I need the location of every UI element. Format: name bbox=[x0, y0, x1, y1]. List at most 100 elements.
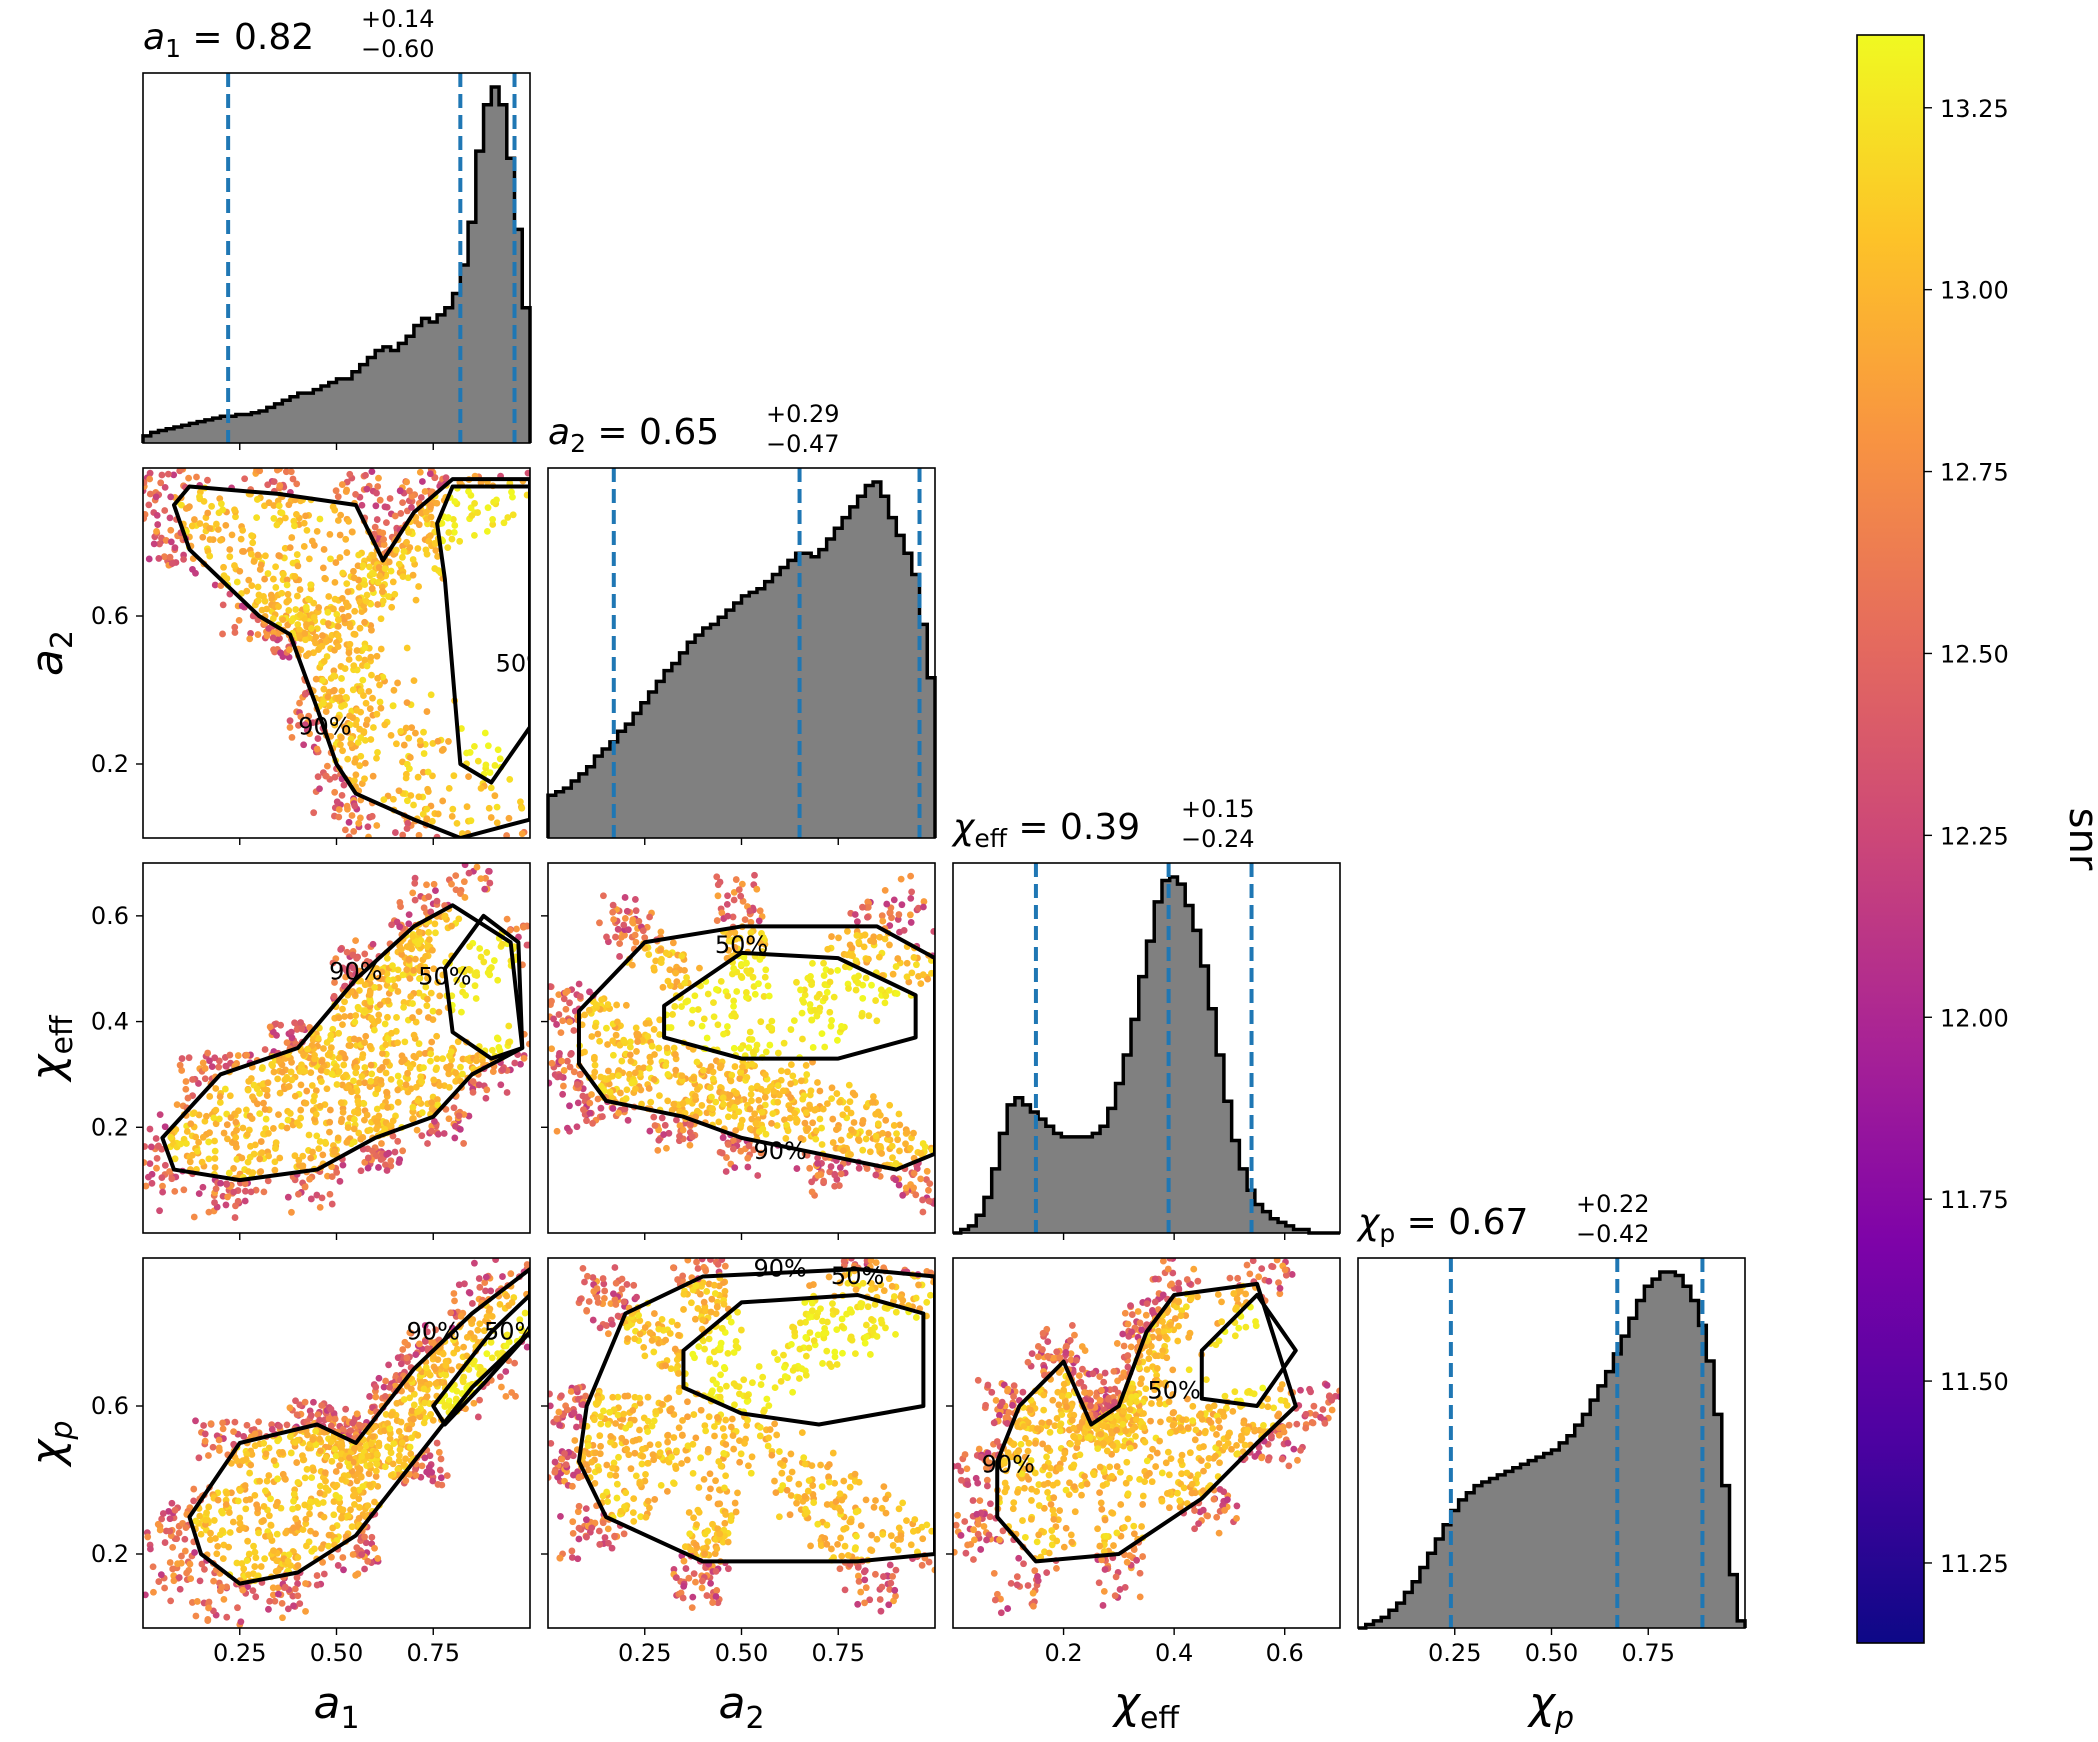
scatter-point bbox=[330, 605, 337, 613]
scatter-point bbox=[288, 1208, 295, 1216]
scatter-point bbox=[645, 1085, 653, 1092]
scatter-point bbox=[696, 964, 703, 972]
scatter-point bbox=[196, 493, 203, 501]
scatter-point bbox=[252, 1593, 260, 1601]
scatter-point bbox=[304, 595, 312, 603]
scatter-point bbox=[347, 740, 355, 748]
scatter-point bbox=[367, 998, 374, 1006]
scatter-point bbox=[310, 809, 318, 817]
scatter-point bbox=[731, 1063, 739, 1070]
scatter-point bbox=[391, 982, 399, 990]
scatter-point bbox=[365, 1470, 373, 1478]
scatter-point bbox=[350, 567, 357, 575]
scatter-point bbox=[300, 543, 308, 550]
scatter-point bbox=[204, 476, 211, 484]
scatter-point bbox=[451, 498, 459, 505]
scatter-point bbox=[440, 1130, 448, 1137]
scatter-point bbox=[806, 1164, 814, 1172]
scatter-point bbox=[265, 1605, 272, 1613]
scatter-point bbox=[375, 1439, 383, 1447]
scatter-point bbox=[651, 1051, 658, 1058]
scatter-point bbox=[188, 522, 196, 530]
scatter-point bbox=[334, 616, 342, 623]
scatter-point bbox=[278, 1122, 286, 1130]
scatter-point bbox=[288, 1034, 296, 1042]
scatter-point bbox=[361, 644, 369, 652]
scatter-point bbox=[814, 1154, 822, 1162]
scatter-point bbox=[309, 1436, 317, 1443]
scatter-point bbox=[209, 1443, 217, 1451]
scatter-point bbox=[254, 1505, 262, 1513]
scatter-point bbox=[370, 724, 377, 731]
scatter-point bbox=[482, 1273, 490, 1281]
scatter-point bbox=[391, 829, 399, 836]
scatter-point bbox=[852, 986, 860, 994]
scatter-point bbox=[431, 474, 439, 481]
scatter-point bbox=[818, 1124, 825, 1132]
scatter-point bbox=[148, 1179, 156, 1187]
scatter-point bbox=[389, 962, 396, 970]
scatter-point bbox=[237, 535, 245, 543]
scatter-point bbox=[432, 540, 439, 548]
scatter-point bbox=[688, 1133, 696, 1141]
scatter-point bbox=[483, 1313, 491, 1321]
scatter-point bbox=[629, 919, 637, 927]
scatter-point bbox=[615, 1109, 622, 1117]
scatter-point bbox=[396, 1079, 404, 1086]
scatter-point bbox=[310, 613, 318, 621]
scatter-point bbox=[380, 796, 388, 804]
scatter-point bbox=[407, 993, 415, 1000]
scatter-point bbox=[274, 1584, 282, 1592]
scatter-point bbox=[247, 1188, 255, 1196]
scatter-point bbox=[418, 1078, 426, 1086]
scatter-point bbox=[391, 1148, 399, 1156]
scatter-point bbox=[389, 1117, 397, 1125]
scatter-point bbox=[303, 1087, 311, 1095]
scatter-point bbox=[889, 970, 897, 978]
scatter-point bbox=[350, 1116, 358, 1123]
scatter-point bbox=[657, 959, 665, 966]
scatter-point bbox=[181, 1547, 189, 1555]
scatter-point bbox=[693, 1058, 701, 1066]
scatter-point bbox=[893, 1130, 900, 1137]
scatter-point bbox=[368, 626, 375, 634]
scatter-point bbox=[256, 468, 264, 475]
scatter-point bbox=[199, 1059, 207, 1067]
scatter-point bbox=[363, 958, 371, 965]
scatter-point bbox=[655, 1136, 663, 1144]
scatter-point bbox=[908, 969, 916, 977]
scatter-point bbox=[381, 1427, 388, 1435]
scatter-point bbox=[196, 1512, 204, 1520]
scatter-point bbox=[397, 945, 405, 953]
scatter-point bbox=[319, 1499, 327, 1506]
scatter-point bbox=[746, 935, 754, 943]
scatter-point bbox=[471, 982, 479, 990]
scatter-point bbox=[366, 705, 374, 713]
scatter-point bbox=[171, 1155, 179, 1163]
scatter-point bbox=[395, 1428, 403, 1435]
scatter-point bbox=[374, 483, 382, 490]
scatter-point bbox=[632, 907, 640, 915]
scatter-point bbox=[363, 1111, 371, 1119]
scatter-point bbox=[792, 1115, 800, 1123]
scatter-point bbox=[405, 920, 413, 928]
scatter-point bbox=[787, 1061, 795, 1069]
scatter-point bbox=[377, 615, 385, 623]
scatter-point bbox=[383, 955, 391, 962]
scatter-point bbox=[463, 1055, 471, 1063]
scatter-point bbox=[250, 1542, 257, 1550]
scatter-point bbox=[316, 1482, 324, 1490]
scatter-point bbox=[334, 493, 342, 501]
scatter-point bbox=[265, 499, 273, 507]
scatter-point bbox=[418, 478, 426, 485]
scatter-point bbox=[743, 967, 751, 975]
scatter-point bbox=[274, 1437, 282, 1445]
scatter-point bbox=[427, 989, 435, 997]
scatter-point bbox=[762, 966, 770, 974]
scatter-point bbox=[339, 1425, 347, 1433]
scatter-point bbox=[781, 1116, 788, 1124]
scatter-point bbox=[613, 1018, 621, 1026]
scatter-point bbox=[248, 582, 256, 590]
scatter-point bbox=[746, 1028, 754, 1036]
scatter-point bbox=[443, 1472, 451, 1480]
